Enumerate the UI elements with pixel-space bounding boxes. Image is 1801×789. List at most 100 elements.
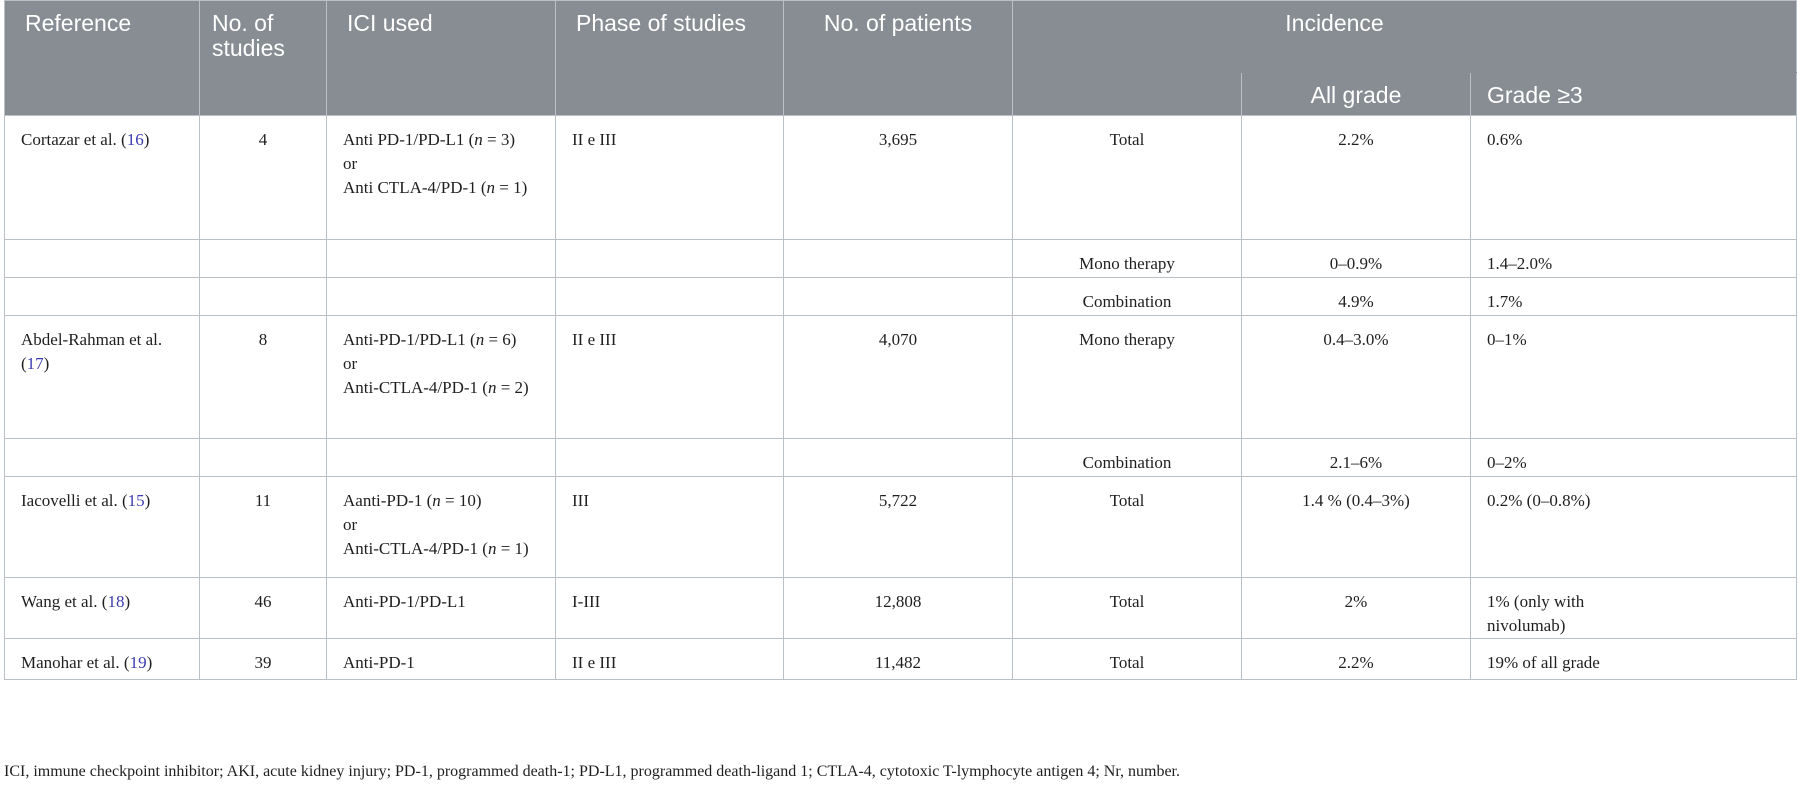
ici-count: = 2) xyxy=(496,378,529,397)
reference-text: Cortazar et al. ( xyxy=(21,130,127,149)
ici-count: = 1) xyxy=(496,539,529,558)
patients-cell xyxy=(783,277,1013,316)
reference-text: Manohar et al. ( xyxy=(21,653,130,672)
studies-cell xyxy=(199,438,327,477)
reference-cell: Abdel-Rahman et al. (17) xyxy=(4,315,200,439)
ici-n: n xyxy=(487,378,497,397)
ici-cell xyxy=(326,239,556,278)
all-grade-cell: 0–0.9% xyxy=(1241,239,1471,278)
reference-text-end: ) xyxy=(43,354,50,373)
studies-cell: 11 xyxy=(199,476,327,578)
citation-link[interactable]: 15 xyxy=(127,491,145,510)
citation-link[interactable]: 18 xyxy=(107,592,125,611)
ici-cell xyxy=(326,277,556,316)
ici-n: n xyxy=(475,330,485,349)
citation-link[interactable]: 19 xyxy=(129,653,147,672)
patients-cell: 12,808 xyxy=(783,577,1013,639)
ici-text: Anti-CTLA-4/PD-1 ( xyxy=(343,378,488,397)
studies-cell xyxy=(199,239,327,278)
header-all-grade: All grade xyxy=(1241,72,1471,116)
patients-cell xyxy=(783,438,1013,477)
header-no-studies: No. of studies xyxy=(199,0,327,116)
all-grade-cell: 2.2% xyxy=(1241,115,1471,240)
phase-cell: I-III xyxy=(555,577,784,639)
ici-n: n xyxy=(474,130,483,149)
reference-cell xyxy=(4,438,200,477)
header-no-patients: No. of patients xyxy=(783,0,1013,116)
table-row: Cortazar et al. (16) 4 Anti PD-1/PD-L1 (… xyxy=(4,115,1797,240)
ici-n: n xyxy=(432,491,441,510)
studies-cell xyxy=(199,277,327,316)
subheader-blank xyxy=(1012,72,1242,116)
patients-cell xyxy=(783,239,1013,278)
ici-cell: Anti PD-1/PD-L1 (n = 3) or Anti CTLA-4/PD-… xyxy=(326,115,556,240)
phase-cell: III xyxy=(555,476,784,578)
reference-cell: Manohar et al. (19) xyxy=(4,638,200,680)
phase-cell: II e III xyxy=(555,115,784,240)
header-grade3: Grade ≥3 xyxy=(1470,72,1797,116)
reference-text: Abdel-Rahman et al. ( xyxy=(21,330,163,373)
reference-text-end: ) xyxy=(146,653,153,672)
ici-or: or xyxy=(343,154,358,173)
ici-text: Anti-CTLA-4/PD-1 ( xyxy=(343,539,488,558)
all-grade-cell: 2.2% xyxy=(1241,638,1471,680)
reference-cell xyxy=(4,239,200,278)
ici-text: Anti PD-1/PD-L1 ( xyxy=(343,130,475,149)
table-footnote: ICI, immune checkpoint inhibitor; AKI, a… xyxy=(4,763,1180,780)
header-reference: Reference xyxy=(4,0,200,116)
patients-cell: 5,722 xyxy=(783,476,1013,578)
grade3-cell: 1% (only with nivolumab) xyxy=(1470,577,1797,639)
grade3-cell: 0.6% xyxy=(1470,115,1797,240)
table-row: Manohar et al. (19) 39 Anti-PD-1 II e II… xyxy=(4,638,1797,680)
ici-n: n xyxy=(487,539,497,558)
header-ici-used: ICI used xyxy=(326,0,556,116)
header-incidence: Incidence xyxy=(1012,0,1797,73)
header-phase: Phase of studies xyxy=(555,0,784,116)
studies-cell: 4 xyxy=(199,115,327,240)
grade3-cell: 0.2% (0–0.8%) xyxy=(1470,476,1797,578)
all-grade-cell: 2% xyxy=(1241,577,1471,639)
ici-or: or xyxy=(343,515,358,534)
patients-cell: 3,695 xyxy=(783,115,1013,240)
table-row: Abdel-Rahman et al. (17) 8 Anti-PD-1/PD-… xyxy=(4,315,1797,439)
phase-cell: II e III xyxy=(555,638,784,680)
citation-link[interactable]: 16 xyxy=(126,130,144,149)
ici-count: = 3) xyxy=(482,130,516,149)
grade3-cell: 0–2% xyxy=(1470,438,1797,477)
ici-cell: Anti-PD-1/PD-L1 xyxy=(326,577,556,639)
header-row: Reference No. of studies ICI used Phase … xyxy=(4,0,1797,116)
therapy-cell: Combination xyxy=(1012,277,1242,316)
therapy-cell: Total xyxy=(1012,115,1242,240)
table-row: Combination 2.1–6% 0–2% xyxy=(4,438,1797,477)
therapy-cell: Total xyxy=(1012,476,1242,578)
reference-text: Wang et al. ( xyxy=(21,592,108,611)
ici-n: n xyxy=(486,178,496,197)
reference-cell: Iacovelli et al. (15) xyxy=(4,476,200,578)
grade3-cell: 1.7% xyxy=(1470,277,1797,316)
therapy-cell: Total xyxy=(1012,577,1242,639)
meta-analysis-table: Reference No. of studies ICI used Phase … xyxy=(4,0,1797,680)
table-row: Wang et al. (18) 46 Anti-PD-1/PD-L1 I-II… xyxy=(4,577,1797,639)
table-row: Mono therapy 0–0.9% 1.4–2.0% xyxy=(4,239,1797,278)
ici-cell: Anti-PD-1 xyxy=(326,638,556,680)
ici-count: = 6) xyxy=(484,330,517,349)
reference-text-end: ) xyxy=(124,592,131,611)
phase-cell xyxy=(555,438,784,477)
ici-count: = 1) xyxy=(495,178,528,197)
all-grade-cell: 2.1–6% xyxy=(1241,438,1471,477)
phase-cell xyxy=(555,239,784,278)
grade3-cell: 19% of all grade xyxy=(1470,638,1797,680)
grade3-cell: 0–1% xyxy=(1470,315,1797,439)
therapy-cell: Mono therapy xyxy=(1012,239,1242,278)
therapy-cell: Total xyxy=(1012,638,1242,680)
reference-text-end: ) xyxy=(144,491,151,510)
header-incidence-label: Incidence xyxy=(1285,10,1384,36)
table-row: Combination 4.9% 1.7% xyxy=(4,277,1797,316)
phase-cell: II e III xyxy=(555,315,784,439)
phase-cell xyxy=(555,277,784,316)
citation-link[interactable]: 17 xyxy=(26,354,44,373)
ici-text: Anti-PD-1/PD-L1 ( xyxy=(343,330,476,349)
ici-or: or xyxy=(343,354,358,373)
table-row: Iacovelli et al. (15) 11 Aanti-PD-1 (n =… xyxy=(4,476,1797,578)
grade3-cell: 1.4–2.0% xyxy=(1470,239,1797,278)
